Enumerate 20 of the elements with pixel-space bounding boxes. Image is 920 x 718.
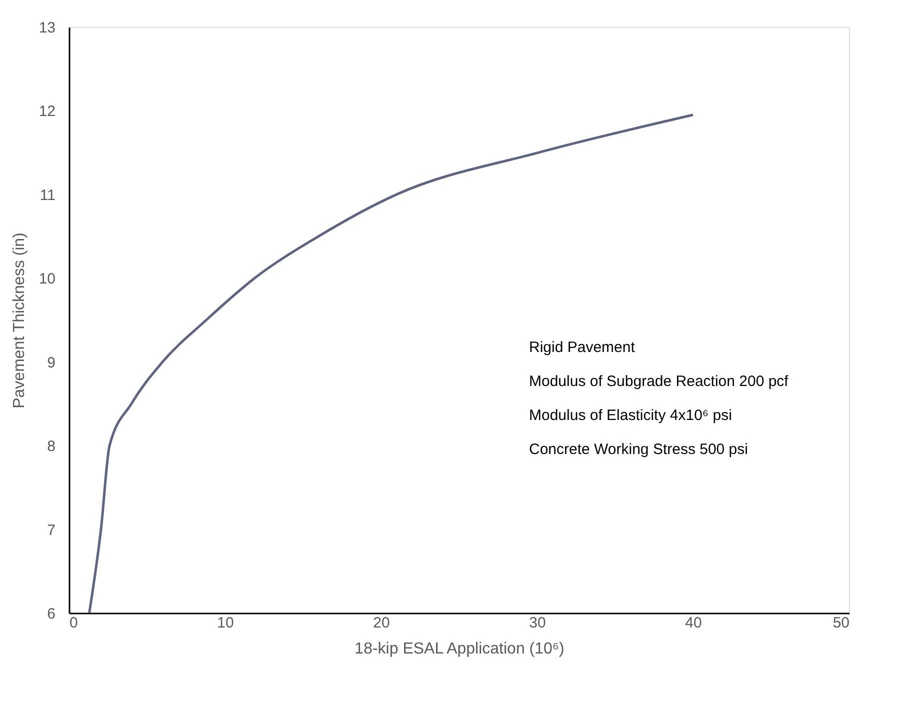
y-tick-label: 7 [47,522,56,539]
x-tick-label: 30 [529,614,546,632]
x-tick-label: 0 [70,614,78,632]
y-tick-label: 11 [40,186,56,204]
annotation: Modulus of Elasticity 4x10⁶ psi [529,407,732,424]
x-axis-title: 18-kip ESAL Application (10⁶) [354,640,564,658]
annotation: Rigid Pavement [529,339,636,356]
annotation: Modulus of Subgrade Reaction 200 pcf [529,373,790,390]
y-axis-title: Pavement Thickness (in) [10,232,28,408]
x-tick-label: 20 [373,614,390,632]
x-tick-label: 40 [685,614,702,632]
y-tick-label: 6 [47,606,56,622]
y-tick-label: 9 [47,354,56,372]
annotation: Concrete Working Stress 500 psi [529,441,748,458]
y-tick-label: 8 [47,438,56,456]
x-tick-label: 10 [217,614,234,632]
y-tick-label: 10 [38,270,56,288]
y-tick-label: 12 [38,103,56,120]
y-tick-label: 13 [38,20,56,36]
x-tick-label: 50 [832,614,850,632]
